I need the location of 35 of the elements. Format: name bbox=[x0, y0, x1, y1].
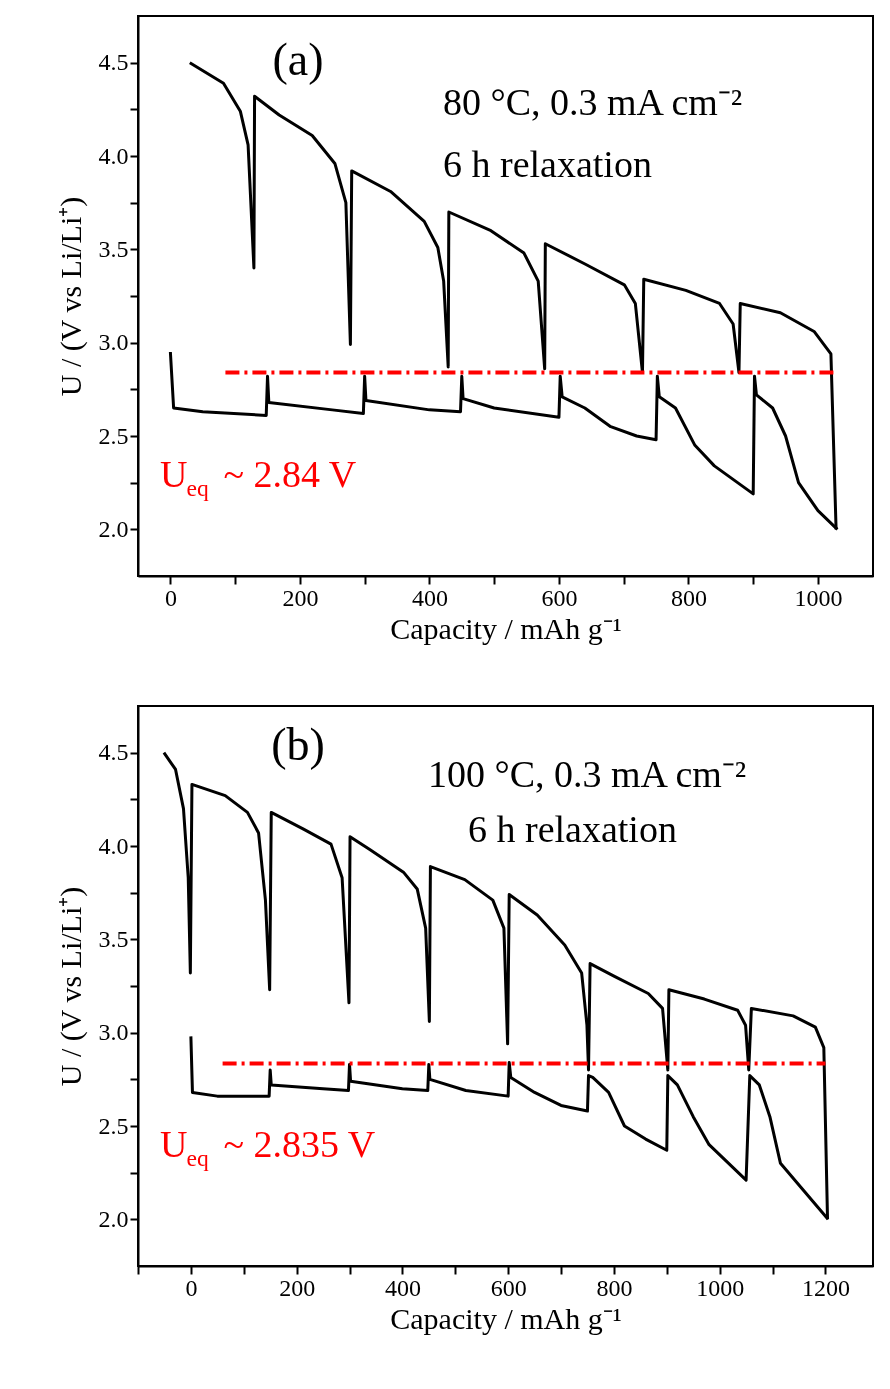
annotation: (b) bbox=[271, 719, 325, 770]
y-axis-title: U / (V vs Li/Li⁺) bbox=[53, 886, 88, 1087]
x-tick-label: 600 bbox=[490, 1274, 527, 1301]
y-axis-title: U / (V vs Li/Li⁺) bbox=[53, 196, 88, 397]
x-axis-title: Capacity / mAh g⁻¹ bbox=[390, 1301, 622, 1335]
x-tick-label: 800 bbox=[596, 1274, 633, 1301]
y-tick-label: 4.0 bbox=[98, 142, 129, 169]
annotation: 80 °C, 0.3 mA cm⁻² bbox=[443, 81, 743, 123]
x-tick-label: 1200 bbox=[801, 1274, 850, 1301]
y-tick-label: 4.5 bbox=[98, 739, 129, 766]
x-tick-label: 600 bbox=[541, 584, 578, 611]
x-tick-label: 400 bbox=[411, 584, 448, 611]
x-tick-label: 1000 bbox=[696, 1274, 745, 1301]
y-tick-label: 2.0 bbox=[98, 1205, 129, 1232]
annotation: (a) bbox=[272, 34, 324, 85]
x-tick-label: 400 bbox=[384, 1274, 421, 1301]
x-tick-label: 0 bbox=[164, 584, 177, 611]
y-tick-label: 2.5 bbox=[98, 1112, 129, 1139]
x-tick-label: 200 bbox=[282, 584, 319, 611]
y-tick-label: 2.0 bbox=[98, 515, 129, 542]
x-axis-title: Capacity / mAh g⁻¹ bbox=[390, 611, 622, 645]
y-tick-label: 3.0 bbox=[98, 1019, 129, 1046]
y-tick-label: 3.0 bbox=[98, 329, 129, 356]
x-tick-label: 800 bbox=[670, 584, 707, 611]
x-tick-label: 200 bbox=[279, 1274, 316, 1301]
y-tick-label: 2.5 bbox=[98, 422, 129, 449]
annotation: 100 °C, 0.3 mA cm⁻² bbox=[428, 753, 747, 795]
x-tick-label: 0 bbox=[185, 1274, 198, 1301]
y-tick-label: 4.0 bbox=[98, 832, 129, 859]
annotation: 6 h relaxation bbox=[443, 143, 652, 185]
y-tick-label: 3.5 bbox=[98, 925, 129, 952]
annotation: 6 h relaxation bbox=[468, 808, 677, 850]
y-tick-label: 4.5 bbox=[98, 49, 129, 76]
y-tick-label: 3.5 bbox=[98, 235, 129, 262]
x-tick-label: 1000 bbox=[794, 584, 843, 611]
